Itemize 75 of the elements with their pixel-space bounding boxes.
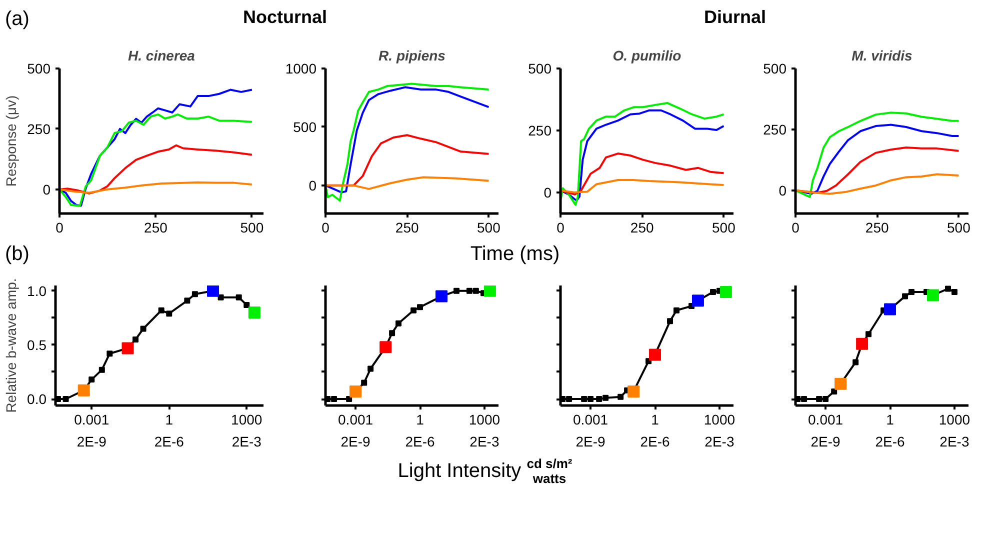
x-tick-label: 1000: [704, 412, 736, 428]
line-series: [796, 112, 960, 198]
text: (a): [5, 7, 30, 32]
text: 2E-9: [810, 434, 841, 450]
x-tick-label: 0.001: [74, 412, 110, 428]
line-series: [560, 152, 725, 196]
y-tick-label: 0: [778, 182, 787, 198]
x-tick-label: 500: [947, 220, 971, 236]
x-axis-title: Light Intensity: [398, 460, 522, 482]
line-series: [60, 181, 253, 194]
text: cd s/m²: [526, 456, 572, 471]
x-tick-label: 1000: [231, 412, 262, 428]
x-tick-label: 0: [792, 220, 800, 236]
x-tick-label: 500: [477, 220, 501, 236]
x-tick-label: 0: [56, 220, 64, 236]
text: 2E-3: [470, 434, 500, 450]
y-tick-label: 250: [27, 120, 51, 137]
y-tick-label: 1.0: [27, 282, 47, 299]
x-tick-label: 0.001: [573, 412, 608, 428]
text: 2E-9: [576, 434, 606, 450]
x-tick-label: 500: [240, 220, 264, 236]
text: 2E-3: [940, 434, 970, 450]
text: 2E-9: [76, 434, 107, 450]
line-series: [60, 113, 253, 207]
y-axis-title: Response (μv): [3, 95, 20, 187]
y-tick-label: 0: [544, 184, 552, 200]
y-tick-label: 0.5: [27, 336, 47, 353]
line-series: [326, 176, 490, 190]
chart-title: O. pumilio: [612, 48, 682, 64]
x-tick-label: 250: [144, 220, 168, 236]
y-tick-label: 1000: [285, 60, 317, 76]
line-series: [60, 88, 253, 207]
y-tick-label: 0: [42, 181, 51, 198]
x-tick-label: 1000: [468, 412, 500, 428]
line-series: [60, 144, 253, 194]
y-tick-label: 0.0: [27, 391, 47, 408]
text: 2E-6: [405, 434, 435, 450]
x-tick-label: 0: [322, 220, 330, 236]
text: watts: [532, 470, 566, 486]
y-tick-label: 500: [293, 118, 317, 135]
y-tick-label: 250: [528, 122, 552, 138]
line-series: [796, 173, 960, 195]
text: 2E-6: [875, 434, 905, 450]
text: 2E-3: [704, 434, 734, 450]
text: Diurnal: [702, 6, 767, 29]
x-tick-label: 1: [165, 412, 174, 428]
y-tick-label: 500: [528, 60, 552, 76]
chart-title: H. cinerea: [128, 48, 196, 64]
line-series: [796, 146, 960, 194]
text: 2E-6: [154, 434, 184, 450]
chart-title: M. viridis: [852, 48, 913, 64]
x-tick-label: 250: [395, 220, 419, 236]
text: 2E-3: [232, 434, 262, 450]
x-tick-label: 250: [865, 220, 889, 236]
x-tick-label: 0.001: [338, 412, 374, 428]
y-tick-label: 0: [308, 177, 317, 194]
y-tick-label: 500: [27, 60, 51, 76]
x-tick-label: 0: [556, 220, 565, 236]
y-tick-label: 500: [763, 60, 787, 76]
x-tick-label: 1: [416, 412, 424, 428]
x-axis-title: Time (ms): [469, 242, 561, 267]
x-tick-label: 1: [886, 412, 894, 428]
text: Nocturnal: [242, 6, 328, 29]
x-tick-label: 250: [630, 220, 654, 236]
x-tick-label: 0.001: [808, 412, 844, 428]
x-tick-label: 500: [712, 220, 736, 236]
x-tick-label: 1000: [938, 412, 970, 428]
y-tick-label: 250: [763, 121, 787, 138]
line-series: [560, 179, 725, 194]
chart-title: R. pipiens: [378, 48, 446, 64]
text: 2E-6: [640, 434, 670, 450]
text: 2E-9: [340, 434, 371, 450]
x-tick-label: 1: [651, 412, 660, 428]
y-axis-title: Relative b-wave amp.: [3, 278, 20, 413]
text: (b): [5, 242, 30, 267]
